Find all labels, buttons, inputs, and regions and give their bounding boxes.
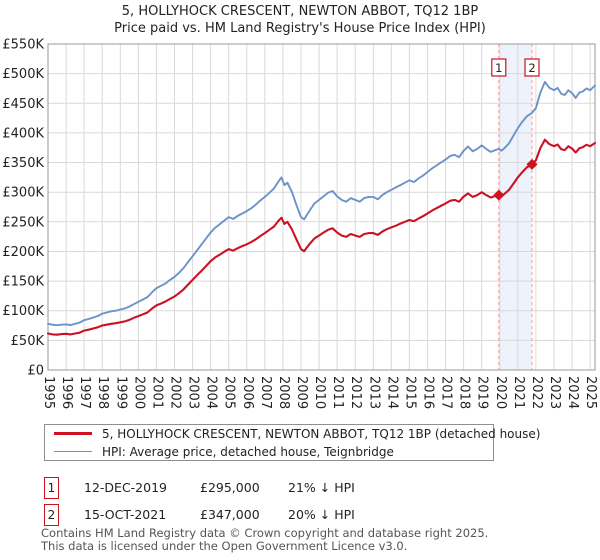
svg-text:2018: 2018 bbox=[457, 376, 472, 409]
svg-text:2003: 2003 bbox=[186, 376, 201, 409]
svg-text:2025: 2025 bbox=[583, 376, 598, 409]
svg-text:2013: 2013 bbox=[366, 376, 381, 409]
sale-1-price: £295,000 bbox=[200, 480, 260, 495]
sale-2-price: £347,000 bbox=[200, 507, 260, 522]
svg-text:£500K: £500K bbox=[2, 67, 44, 82]
svg-text:2005: 2005 bbox=[222, 376, 237, 409]
svg-text:£450K: £450K bbox=[2, 97, 44, 112]
svg-text:2014: 2014 bbox=[384, 376, 399, 409]
svg-text:£400K: £400K bbox=[2, 126, 44, 141]
svg-text:2019: 2019 bbox=[475, 376, 490, 409]
footer-line-2: This data is licensed under the Open Gov… bbox=[41, 539, 408, 553]
legend-label: 5, HOLLYHOCK CRESCENT, NEWTON ABBOT, TQ1… bbox=[102, 426, 541, 441]
svg-text:£550K: £550K bbox=[2, 38, 44, 53]
svg-text:2024: 2024 bbox=[565, 376, 580, 409]
svg-text:1997: 1997 bbox=[77, 376, 92, 409]
svg-text:2020: 2020 bbox=[493, 376, 508, 409]
svg-text:1999: 1999 bbox=[113, 376, 128, 409]
page-title: 5, HOLLYHOCK CRESCENT, NEWTON ABBOT, TQ1… bbox=[121, 4, 479, 19]
svg-text:2009: 2009 bbox=[294, 376, 309, 409]
svg-text:2000: 2000 bbox=[131, 376, 146, 409]
sale-row-2: 2 15-OCT-2021 £347,000 20% ↓ HPI bbox=[0, 504, 600, 526]
hpi-line-swatch bbox=[54, 450, 92, 453]
svg-text:2: 2 bbox=[528, 61, 535, 75]
svg-text:£50K: £50K bbox=[11, 334, 45, 349]
page-subtitle: Price paid vs. HM Land Registry's House … bbox=[114, 21, 486, 36]
svg-text:2023: 2023 bbox=[547, 376, 562, 409]
svg-text:2006: 2006 bbox=[240, 376, 255, 409]
sale-2-hpi-note: 20% ↓ HPI bbox=[288, 507, 355, 522]
svg-text:2012: 2012 bbox=[348, 376, 363, 409]
property-line-swatch bbox=[54, 432, 92, 435]
svg-text:2004: 2004 bbox=[204, 376, 219, 409]
chart-legend: 5, HOLLYHOCK CRESCENT, NEWTON ABBOT, TQ1… bbox=[44, 424, 540, 461]
svg-text:£250K: £250K bbox=[2, 215, 44, 230]
sale-1-date: 12-DEC-2019 bbox=[84, 480, 167, 495]
svg-text:2001: 2001 bbox=[149, 376, 164, 409]
svg-text:2022: 2022 bbox=[529, 376, 544, 409]
svg-text:2010: 2010 bbox=[312, 376, 327, 409]
svg-text:2021: 2021 bbox=[511, 376, 526, 409]
sale-row-1: 1 12-DEC-2019 £295,000 21% ↓ HPI bbox=[0, 477, 600, 499]
legend-label: HPI: Average price, detached house, Teig… bbox=[102, 444, 394, 459]
svg-text:1996: 1996 bbox=[59, 376, 74, 409]
svg-text:2002: 2002 bbox=[168, 376, 183, 409]
svg-text:£200K: £200K bbox=[2, 245, 44, 260]
svg-text:1995: 1995 bbox=[41, 376, 56, 409]
footer-line-1: Contains HM Land Registry data © Crown c… bbox=[41, 526, 489, 540]
svg-text:2008: 2008 bbox=[276, 376, 291, 409]
sale-2-number-badge: 2 bbox=[44, 504, 59, 526]
svg-text:2017: 2017 bbox=[439, 376, 454, 409]
svg-text:2011: 2011 bbox=[330, 376, 345, 409]
sale-1-number-badge: 1 bbox=[44, 477, 59, 499]
svg-text:£150K: £150K bbox=[2, 275, 44, 290]
svg-text:£100K: £100K bbox=[2, 304, 44, 319]
legend-item-hpi: HPI: Average price, detached house, Teig… bbox=[45, 444, 493, 459]
sale-1-hpi-note: 21% ↓ HPI bbox=[288, 480, 355, 495]
legend-item-property: 5, HOLLYHOCK CRESCENT, NEWTON ABBOT, TQ1… bbox=[45, 426, 540, 441]
copyright-footer: Contains HM Land Registry data © Crown c… bbox=[41, 527, 488, 553]
svg-text:2007: 2007 bbox=[258, 376, 273, 409]
sale-2-date: 15-OCT-2021 bbox=[84, 507, 167, 522]
svg-text:2015: 2015 bbox=[402, 376, 417, 409]
svg-text:2016: 2016 bbox=[421, 376, 436, 409]
svg-text:£300K: £300K bbox=[2, 186, 44, 201]
price-line-chart: 1 2 £0 £50K £100K £150K £200K £250K £300K £350K £4… bbox=[2, 38, 598, 410]
svg-text:£350K: £350K bbox=[2, 156, 44, 171]
svg-text:1998: 1998 bbox=[95, 376, 110, 409]
svg-text:1: 1 bbox=[495, 61, 502, 75]
svg-text:£0: £0 bbox=[27, 364, 44, 379]
